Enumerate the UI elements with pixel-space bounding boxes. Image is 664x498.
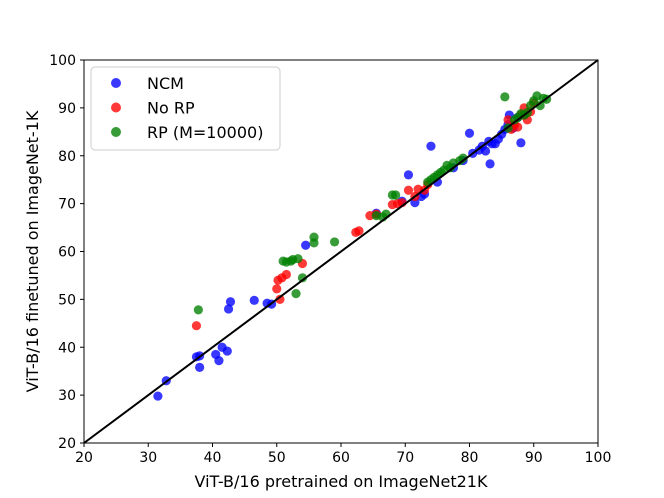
point-rp-m-10000 <box>391 190 401 200</box>
x-axis-label: ViT-B/16 pretrained on ImageNet21K <box>195 472 488 491</box>
legend-label-ncm: NCM <box>147 74 184 93</box>
point-rp-m-10000 <box>309 232 319 242</box>
x-tick-label: 90 <box>525 450 543 466</box>
point-ncm <box>426 141 436 151</box>
x-tick-label: 30 <box>139 450 157 466</box>
x-tick-label: 70 <box>396 450 414 466</box>
legend-label-rp: RP (M=10000) <box>147 123 263 142</box>
point-no-rp <box>281 269 291 280</box>
x-axis-ticks: 20 30 40 50 60 70 80 90 100 <box>75 443 611 466</box>
point-no-rp <box>503 115 513 125</box>
data-points <box>153 91 552 401</box>
point-ncm <box>225 297 236 307</box>
point-no-rp <box>513 122 523 132</box>
point-no-rp <box>275 294 285 304</box>
point-no-rp <box>403 185 414 195</box>
y-tick-label: 90 <box>58 101 76 117</box>
x-tick-label: 20 <box>75 450 93 466</box>
point-ncm <box>301 240 311 250</box>
point-no-rp <box>354 226 364 236</box>
point-rp-m-10000 <box>297 273 308 283</box>
legend: NCM No RP RP (M=10000) <box>90 66 281 151</box>
point-ncm <box>222 346 232 356</box>
legend-label-no-rp: No RP <box>147 99 195 118</box>
point-rp-m-10000 <box>193 305 203 315</box>
point-rp-m-10000 <box>458 153 468 163</box>
point-ncm <box>249 295 259 305</box>
x-tick-label: 80 <box>461 450 479 466</box>
point-ncm <box>214 356 224 366</box>
point-no-rp <box>191 321 202 331</box>
legend-marker-rp <box>111 127 121 137</box>
y-tick-label: 20 <box>58 436 76 452</box>
y-tick-label: 50 <box>58 292 76 308</box>
point-rp-m-10000 <box>329 237 340 247</box>
point-ncm <box>516 138 526 148</box>
legend-frame <box>90 66 281 151</box>
point-no-rp <box>272 284 282 294</box>
point-rp-m-10000 <box>535 100 545 111</box>
x-tick-label: 60 <box>332 450 350 466</box>
point-rp-m-10000 <box>293 254 303 264</box>
point-ncm <box>480 146 491 156</box>
point-rp-m-10000 <box>500 92 510 102</box>
legend-marker-ncm <box>111 78 121 88</box>
x-tick-label: 100 <box>585 450 612 466</box>
y-tick-label: 30 <box>58 388 76 404</box>
x-tick-label: 50 <box>268 450 286 466</box>
reference-line-y-equals-x <box>83 59 599 444</box>
y-tick-label: 70 <box>58 197 76 213</box>
y-tick-label: 80 <box>58 149 76 165</box>
point-ncm <box>403 170 414 180</box>
point-ncm <box>223 304 234 314</box>
point-ncm <box>153 391 163 401</box>
point-ncm <box>464 128 475 138</box>
y-axis-ticks: 20 30 40 50 60 70 80 90 100 <box>49 53 84 452</box>
legend-marker-no-rp <box>111 102 121 113</box>
y-tick-label: 60 <box>58 245 76 261</box>
y-axis-label: ViT-B/16 finetuned on ImageNet-1K <box>23 110 42 392</box>
point-ncm <box>195 362 205 372</box>
point-rp-m-10000 <box>291 289 301 299</box>
x-tick-label: 40 <box>204 450 222 466</box>
point-ncm <box>485 159 495 169</box>
y-tick-label: 40 <box>58 340 76 356</box>
y-tick-label: 100 <box>49 53 76 69</box>
